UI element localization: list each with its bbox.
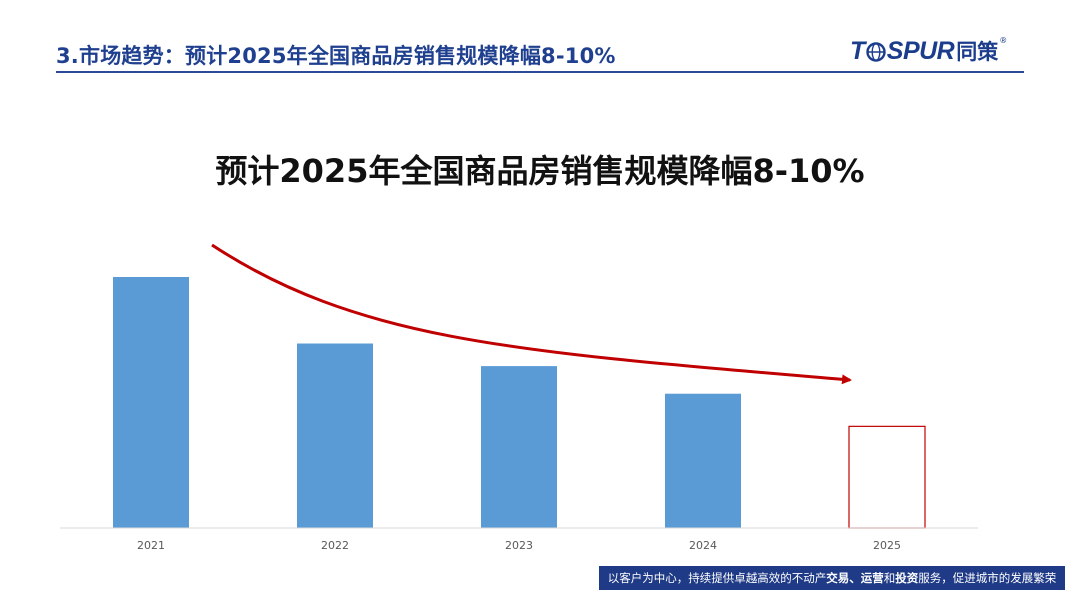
- x-tick-label-2021: 2021: [137, 539, 165, 552]
- bar-2022: [297, 343, 373, 528]
- logo-text: T SPUR: [850, 36, 955, 65]
- x-tick-label-2025: 2025: [873, 539, 901, 552]
- footer-text-part2: 和: [883, 571, 896, 585]
- bar-2024: [665, 393, 741, 528]
- x-tick-label-2022: 2022: [321, 539, 349, 552]
- footer-separator: 、: [849, 571, 861, 585]
- bar-2023: [481, 366, 557, 528]
- footer-bold-trade: 交易: [826, 571, 850, 585]
- page-title: 3.市场趋势：预计2025年全国商品房销售规模降幅8-10%: [56, 44, 616, 68]
- x-tick-label-2024: 2024: [689, 539, 717, 552]
- logo-cn: 同策: [956, 40, 999, 64]
- bar-2021: [113, 277, 189, 528]
- logo-registered-mark: ®: [999, 35, 1008, 45]
- tospur-logo: T SPUR 同策 ®: [850, 36, 1007, 66]
- footer-slogan-bar: 以客户为中心，持续提供卓越高效的不动产 交易、运营和投资 服务，促进城市的发展繁荣: [599, 566, 1065, 590]
- x-tick-label-2023: 2023: [505, 539, 533, 552]
- footer-bold-operation: 运营: [860, 571, 884, 585]
- chart-title: 预计2025年全国商品房销售规模降幅8-10%: [215, 152, 865, 190]
- globe-icon: [866, 41, 886, 62]
- footer-text-part1: 以客户为中心，持续提供卓越高效的不动产: [607, 571, 827, 585]
- trend-arrow: [211, 243, 852, 385]
- header-divider: [56, 71, 1024, 73]
- bar-2025-forecast: [848, 425, 926, 529]
- footer-text-part3: 服务，促进城市的发展繁荣: [918, 571, 1057, 585]
- footer-bold-investment: 投资: [895, 571, 919, 585]
